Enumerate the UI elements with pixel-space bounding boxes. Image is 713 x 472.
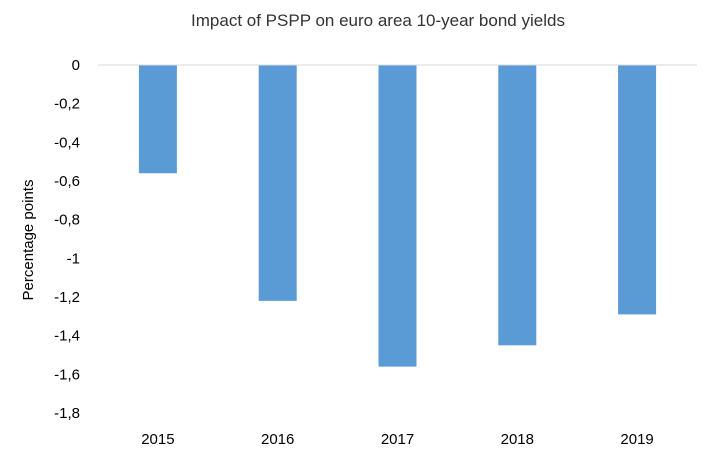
y-tick-label: -1,2 (54, 289, 80, 306)
y-axis-label: Percentage points (20, 180, 37, 301)
x-tick-label: 2018 (501, 431, 534, 448)
y-tick-label: -0,4 (54, 134, 80, 151)
y-tick-label: -0,6 (54, 173, 80, 190)
x-axis-ticks: 2015 2016 2017 2018 2019 (141, 431, 654, 448)
bar-2019 (618, 65, 657, 315)
bar-2018 (498, 65, 537, 346)
y-axis-ticks: 0 -0,2 -0,4 -0,6 -0,8 -1 -1,2 -1,4 -1,6 -1,8 (54, 57, 80, 422)
bar-2017 (378, 65, 417, 367)
y-tick-label: -1 (67, 250, 80, 267)
y-tick-label: -1,6 (54, 366, 80, 383)
bars (138, 65, 657, 367)
y-tick-label: -0,2 (54, 96, 80, 113)
y-tick-label: -0,8 (54, 212, 80, 229)
x-tick-label: 2015 (141, 431, 174, 448)
chart-title: Impact of PSPP on euro area 10-year bond… (191, 11, 565, 30)
x-tick-label: 2017 (381, 431, 414, 448)
x-tick-label: 2019 (620, 431, 653, 448)
y-tick-label: 0 (72, 57, 80, 74)
bar-2015 (138, 65, 177, 174)
x-tick-label: 2016 (261, 431, 294, 448)
bar-2016 (258, 65, 297, 301)
y-tick-label: -1,4 (54, 328, 80, 345)
y-tick-label: -1,8 (54, 405, 80, 422)
